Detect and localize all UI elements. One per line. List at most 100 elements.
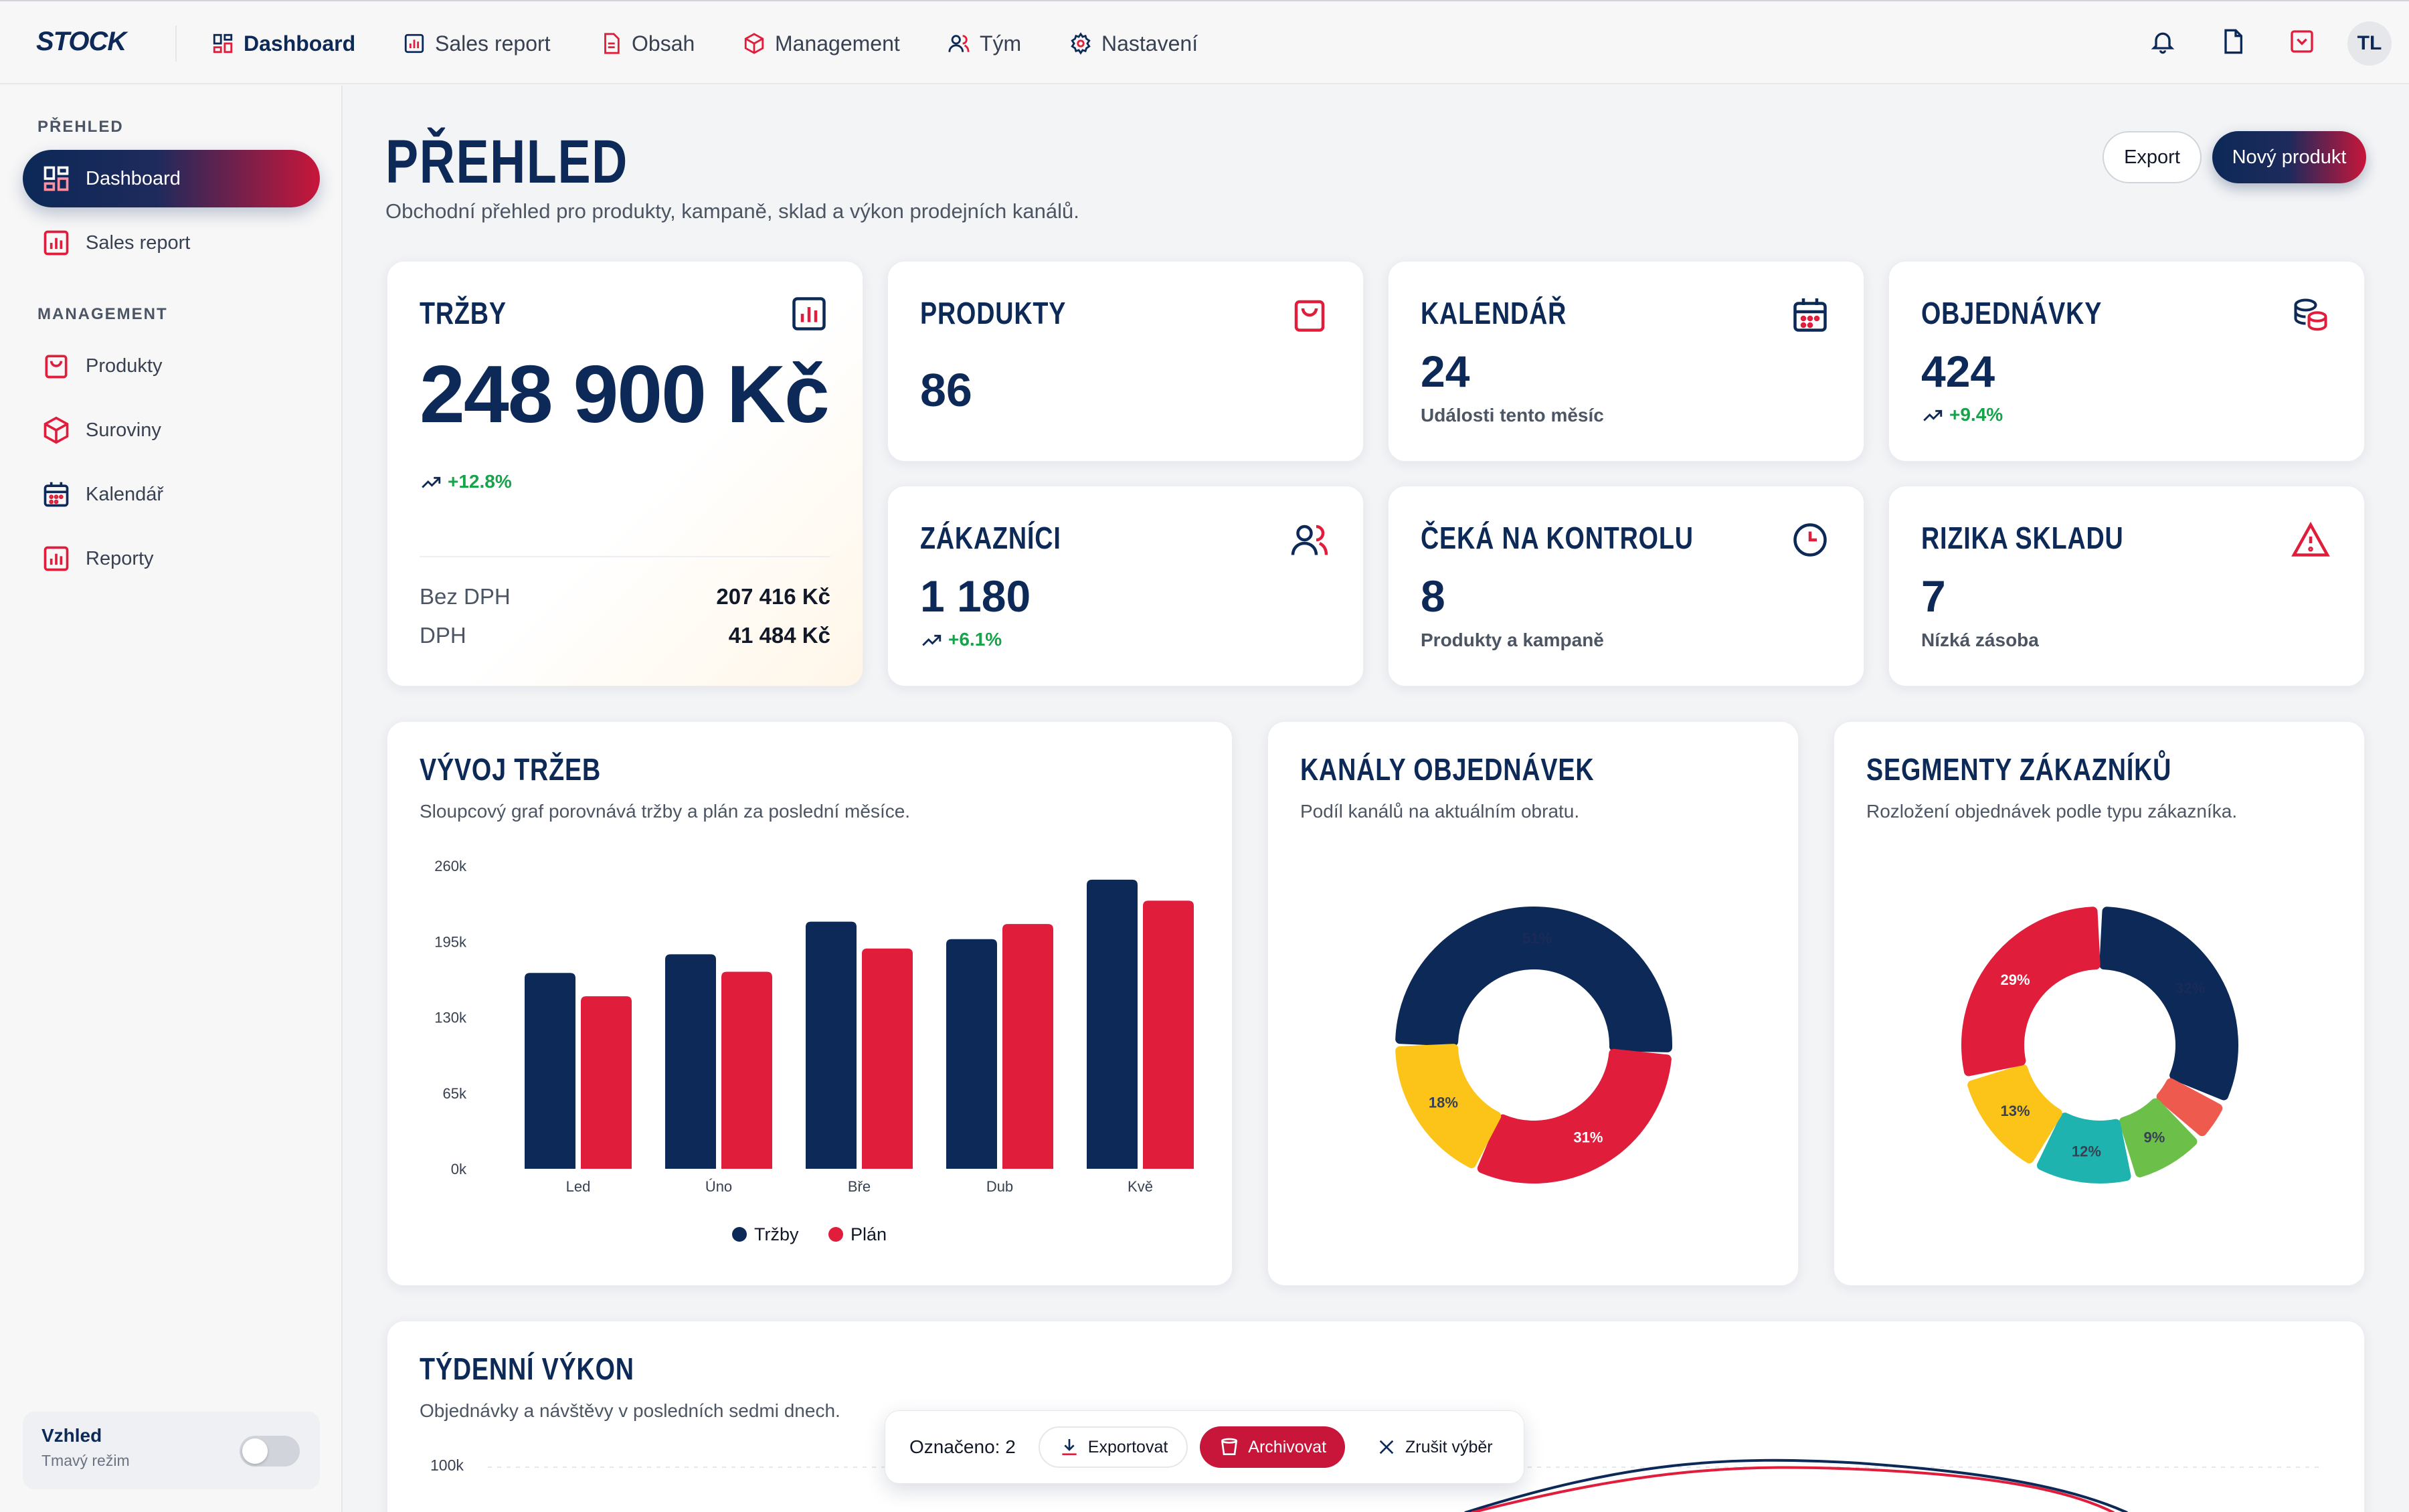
kpi-trend: +9.4% [1921,403,2003,426]
slice-label: 31% [1573,1129,1603,1146]
legend-label: Tržby [754,1224,799,1244]
panel-subtitle: Objednávky a návštěvy v posledních sedmi… [420,1400,840,1421]
sidebar-item-calendar[interactable]: Kalendář [23,466,320,523]
warning-icon [2291,521,2330,557]
topnav-settings[interactable]: Nastavení [1069,28,1198,59]
trend-value: +12.8% [448,471,512,492]
calendar-icon [43,482,69,507]
inbox-icon[interactable] [2289,28,2315,55]
topnav-label: Nastavení [1101,31,1198,56]
button-label: Archivovat [1248,1437,1327,1456]
segments-donut-chart: 32% 9% 12% 13% 29% [1961,907,2238,1184]
sidebar-section-management: MANAGEMENT [37,305,168,323]
y-tick-label: 65k [443,1085,467,1102]
chart-icon [404,33,424,54]
kpi-card-calendar[interactable]: KALENDÁŘ 24 Události tento měsíc [1388,261,1864,462]
sidebar-item-label: Sales report [86,231,191,254]
topnav-sales-report[interactable]: Sales report [403,28,551,59]
topnav-team[interactable]: Tým [948,28,1021,59]
sidebar-item-label: Reporty [86,547,154,569]
channels-donut-chart: 51% 31% 18% [1395,906,1672,1184]
donut-slice [1395,906,1672,1052]
sidebar-section-overview: PŘEHLED [37,118,124,136]
selection-toolbar: Označeno: 2 Exportovat Archivovat Zrušit… [885,1410,1524,1484]
kpi-value: 7 [1921,571,1946,621]
sidebar-item-reports[interactable]: Reporty [23,530,320,587]
kpi-subtitle: Produkty a kampaně [1421,630,1604,650]
y-tick-label: 0k [451,1161,467,1177]
topnav-label: Sales report [435,31,551,56]
file-icon[interactable] [2219,28,2246,55]
sidebar: PŘEHLED Dashboard Sales report MANAGEMEN… [0,86,343,1512]
trend-value: +9.4% [1949,404,2003,425]
cancel-selection-button[interactable]: Zrušit výběr [1357,1426,1512,1468]
kpi-subtitle: Nízká zásoba [1921,630,2039,650]
trash-icon [1221,1438,1238,1455]
bell-icon[interactable] [2149,28,2176,55]
trend-up-icon [922,634,942,646]
y-tick-label: 195k [434,933,467,950]
appearance-panel: Vzhled Tmavý režim [23,1412,320,1489]
kpi-card-orders[interactable]: OBJEDNÁVKY 424 +9.4% [1888,261,2365,462]
kpi-title: RIZIKA SKLADU [1921,521,2124,555]
bar-plan [1143,901,1194,1169]
topnav-dashboard[interactable]: Dashboard [211,28,355,59]
kpi-card-products[interactable]: PRODUKTY 86 [887,261,1364,462]
topnav-management[interactable]: Management [743,28,900,59]
series-line [1471,1466,2115,1512]
net-value: 207 416 Kč [716,584,830,609]
kpi-title: PRODUKTY [920,296,1067,330]
sidebar-item-dashboard[interactable]: Dashboard [23,150,320,207]
topnav-label: Tým [980,31,1022,56]
donut-slice [1967,1064,2062,1163]
legend-marker [732,1227,747,1242]
bar-revenue [806,921,857,1169]
kpi-card-pending-review[interactable]: ČEKÁ NA KONTROLU 8 Produkty a kampaně [1388,486,1864,686]
donut-slice [2036,1113,2131,1184]
users-icon [1291,525,1328,555]
kpi-card-revenue[interactable]: TRŽBY 248 900 Kč +12.8% Bez DPH 207 416 … [387,261,863,686]
sidebar-item-sales-report[interactable]: Sales report [23,214,320,272]
kpi-value: 424 [1921,347,1995,396]
legend-marker [828,1227,843,1242]
y-tick-label: 130k [434,1010,467,1026]
x-tick-label: Led [566,1178,591,1195]
revenue-net-row: Bez DPH 207 416 Kč [420,584,830,609]
topnav-content[interactable]: Obsah [600,28,695,59]
panel-subtitle: Sloupcový graf porovnává tržby a plán za… [420,801,911,822]
sidebar-item-label: Kalendář [86,483,164,505]
selection-count: Označeno: 2 [909,1436,1016,1457]
divider [420,556,830,557]
app-logo[interactable]: STOCK [36,27,126,56]
kpi-title: OBJEDNÁVKY [1921,296,2103,330]
x-tick-label: Bře [848,1178,871,1195]
kpi-subtitle: Události tento měsíc [1421,405,1604,426]
revenue-trend-panel: VÝVOJ TRŽEB Sloupcový graf porovnává trž… [387,721,1233,1286]
top-bar: STOCK Dashboard Sales report Obsah Manag… [0,0,2409,84]
kpi-card-customers[interactable]: ZÁKAZNÍCI 1 180 +6.1% [887,486,1364,686]
archive-selected-button[interactable]: Archivovat [1200,1426,1346,1468]
page-subtitle: Obchodní přehled pro produkty, kampaně, … [385,199,1079,223]
box-icon [744,33,764,54]
avatar[interactable]: TL [2347,21,2392,66]
kpi-card-stock-risks[interactable]: RIZIKA SKLADU 7 Nízká zásoba [1888,486,2365,686]
donut-slice [1477,1048,1672,1184]
customer-segments-panel: SEGMENTY ZÁKAZNÍKŮ Rozložení objednávek … [1834,721,2365,1286]
dark-mode-toggle[interactable] [240,1436,300,1467]
kpi-title: TRŽBY [420,296,507,330]
new-product-button[interactable]: Nový produkt [2212,131,2366,183]
bag-icon [1294,300,1325,332]
close-icon [1379,1440,1394,1454]
sidebar-item-products[interactable]: Produkty [23,337,320,395]
export-selected-button[interactable]: Exportovat [1038,1426,1188,1468]
donut-slice [1395,1044,1502,1169]
button-label: Zrušit výběr [1405,1437,1493,1456]
slice-label: 12% [2072,1143,2101,1160]
sidebar-item-materials[interactable]: Suroviny [23,401,320,459]
net-label: Bez DPH [420,584,511,609]
kpi-title: ČEKÁ NA KONTROLU [1421,521,1694,555]
export-button[interactable]: Export [2103,131,2202,183]
panel-subtitle: Podíl kanálů na aktuálním obratu. [1300,801,1580,822]
kpi-title: KALENDÁŘ [1421,296,1567,330]
y-tick-label: 260k [434,858,467,874]
